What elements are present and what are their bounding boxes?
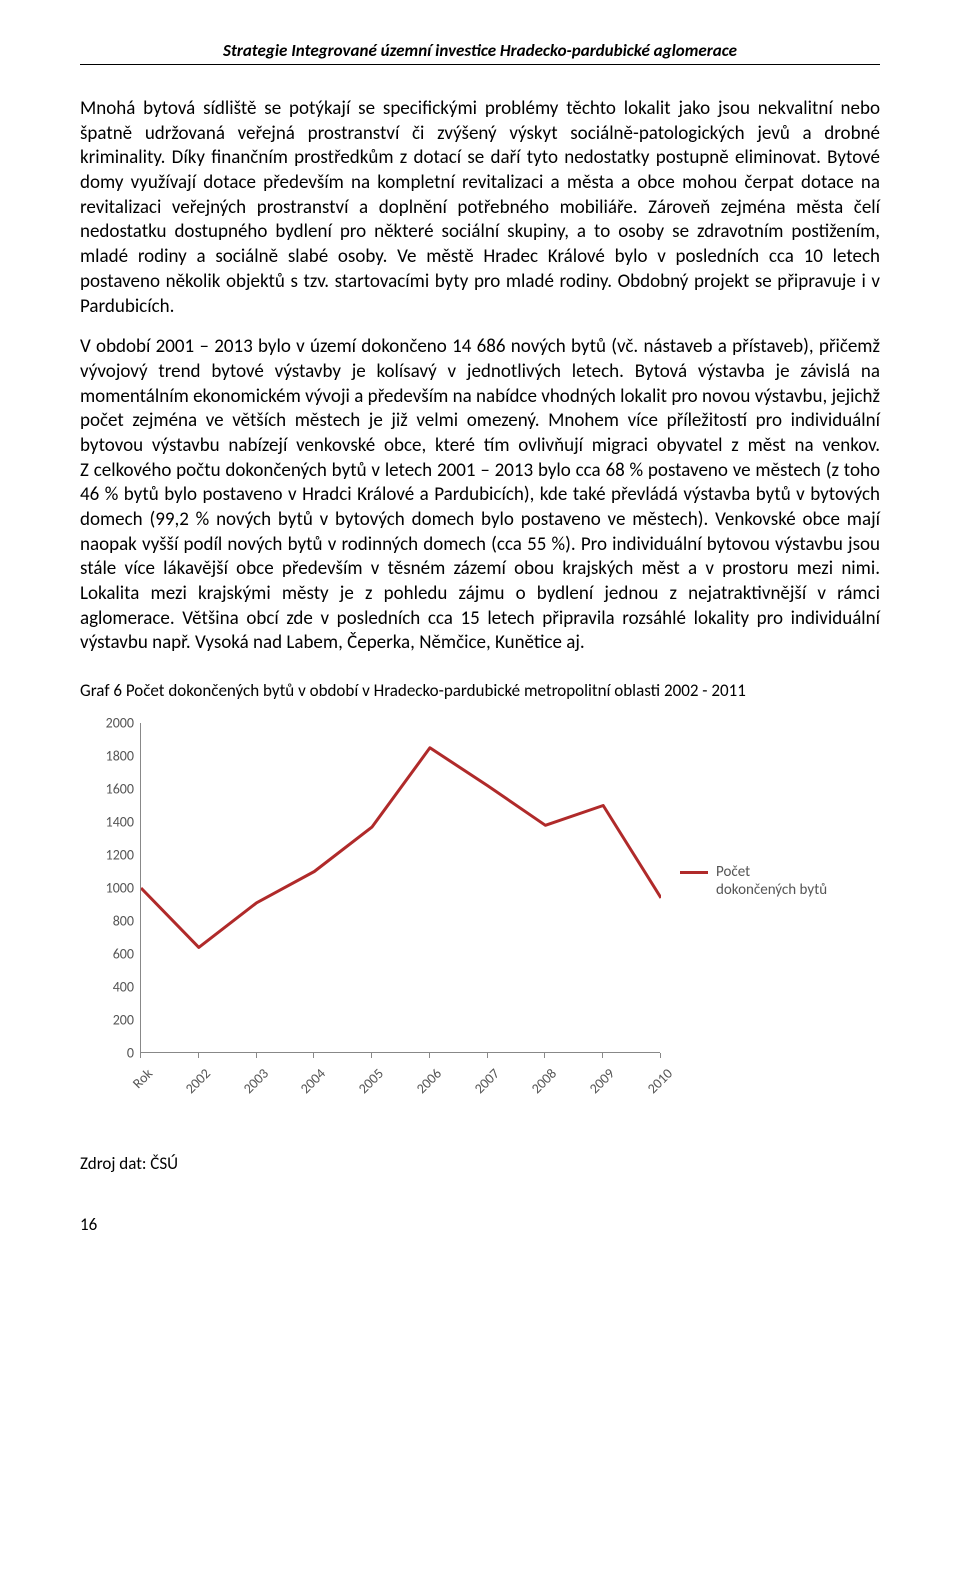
chart-x-tick-mark <box>544 1053 545 1058</box>
chart-x-tick-mark <box>487 1053 488 1058</box>
chart-y-tick-label: 600 <box>80 946 134 963</box>
chart-x-tick-label: 2007 <box>471 1065 503 1097</box>
chart-x-tick-label: 2009 <box>586 1065 618 1097</box>
chart-legend-label: Počet dokončených bytů <box>716 863 830 899</box>
chart-x-tick-label: 2004 <box>297 1065 329 1097</box>
page-number: 16 <box>80 1214 880 1235</box>
chart-y-tick-label: 400 <box>80 979 134 996</box>
chart-x-tick-label: 2008 <box>528 1065 560 1097</box>
chart-y-tick-label: 200 <box>80 1012 134 1029</box>
chart-legend: Počet dokončených bytů <box>680 863 830 899</box>
chart-x-tick-mark <box>198 1053 199 1058</box>
chart-y-tick-label: 1400 <box>80 814 134 831</box>
chart-x-tick-mark <box>660 1053 661 1058</box>
chart-x-tick-mark <box>313 1053 314 1058</box>
chart-y-tick-label: 2000 <box>80 715 134 732</box>
chart-x-tick-mark <box>371 1053 372 1058</box>
chart-x-tick-label: 2010 <box>644 1065 676 1097</box>
chart-x-tick-label: 2005 <box>355 1065 387 1097</box>
body-paragraph-2: V období 2001 – 2013 bylo v území dokonč… <box>80 335 880 656</box>
chart-x-tick-mark <box>602 1053 603 1058</box>
chart-y-tick-label: 1800 <box>80 748 134 765</box>
body-paragraph-1: Mnohá bytová sídliště se potýkají se spe… <box>80 97 880 319</box>
chart-x-tick-mark <box>140 1053 141 1058</box>
chart-caption: Graf 6 Počet dokončených bytů v období v… <box>80 680 880 701</box>
chart-y-tick-label: 1600 <box>80 781 134 798</box>
page-header-title: Strategie Integrované územní investice H… <box>80 40 880 65</box>
chart-y-tick-label: 0 <box>80 1045 134 1062</box>
chart-x-tick-label: Rok <box>129 1065 156 1092</box>
chart-x-tick-label: 2006 <box>413 1065 445 1097</box>
chart-plot-area <box>140 723 660 1053</box>
chart-x-tick-label: 2003 <box>239 1065 271 1097</box>
chart-legend-line-icon <box>680 871 708 874</box>
chart-line-svg <box>141 723 661 1053</box>
chart-container: 0 200 400 600 800 1000 1200 1400 1600 1800 2000 Ro… <box>80 713 840 1133</box>
chart-x-tick-mark <box>256 1053 257 1058</box>
chart-source: Zdroj dat: ČSÚ <box>80 1153 880 1174</box>
chart-x-tick-label: 2002 <box>182 1065 214 1097</box>
chart-x-tick-mark <box>429 1053 430 1058</box>
chart-y-tick-label: 800 <box>80 913 134 930</box>
chart-y-tick-label: 1200 <box>80 847 134 864</box>
chart-y-tick-label: 1000 <box>80 880 134 897</box>
